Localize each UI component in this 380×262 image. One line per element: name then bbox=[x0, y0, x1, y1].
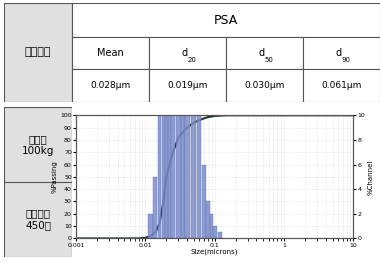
Text: 0.030μm: 0.030μm bbox=[244, 81, 285, 90]
Bar bbox=[191, 54, 196, 238]
Y-axis label: %Passing: %Passing bbox=[51, 160, 57, 193]
Bar bbox=[168, 0, 171, 238]
Text: d: d bbox=[181, 48, 187, 58]
Text: 분산시간
450분: 분산시간 450분 bbox=[25, 209, 51, 230]
Text: PSA: PSA bbox=[214, 14, 238, 26]
Text: 분산조건: 분산조건 bbox=[24, 47, 51, 57]
Bar bbox=[181, 0, 185, 238]
Bar bbox=[176, 0, 180, 238]
Text: 0.061μm: 0.061μm bbox=[321, 81, 362, 90]
Bar bbox=[71, 69, 149, 102]
Bar bbox=[210, 214, 213, 238]
Bar bbox=[226, 37, 303, 69]
Bar bbox=[158, 115, 161, 238]
Bar bbox=[184, 0, 190, 238]
Bar bbox=[226, 69, 303, 102]
Text: 50: 50 bbox=[264, 57, 273, 63]
Bar bbox=[212, 226, 217, 238]
Bar bbox=[303, 69, 380, 102]
Text: d: d bbox=[258, 48, 264, 58]
Bar bbox=[71, 3, 380, 37]
Bar bbox=[162, 0, 165, 238]
Bar bbox=[165, 0, 168, 238]
Text: 90: 90 bbox=[342, 57, 350, 63]
Bar bbox=[218, 232, 222, 238]
Bar bbox=[171, 0, 175, 238]
Bar bbox=[149, 214, 153, 238]
Text: 0.019μm: 0.019μm bbox=[167, 81, 207, 90]
X-axis label: Size(microns): Size(microns) bbox=[191, 249, 238, 255]
Bar bbox=[206, 201, 210, 238]
Bar bbox=[149, 37, 226, 69]
Bar bbox=[154, 177, 157, 238]
Bar bbox=[303, 37, 380, 69]
Bar bbox=[4, 3, 71, 102]
Text: 0.028μm: 0.028μm bbox=[90, 81, 130, 90]
Bar bbox=[197, 115, 201, 238]
Text: 20: 20 bbox=[187, 57, 196, 63]
Y-axis label: %Channel: %Channel bbox=[368, 159, 374, 195]
Text: 분산량
100kg: 분산량 100kg bbox=[22, 134, 54, 156]
Text: d: d bbox=[335, 48, 342, 58]
Bar bbox=[71, 37, 149, 69]
Text: Mean: Mean bbox=[97, 48, 124, 58]
Bar bbox=[149, 69, 226, 102]
Bar bbox=[202, 165, 206, 238]
